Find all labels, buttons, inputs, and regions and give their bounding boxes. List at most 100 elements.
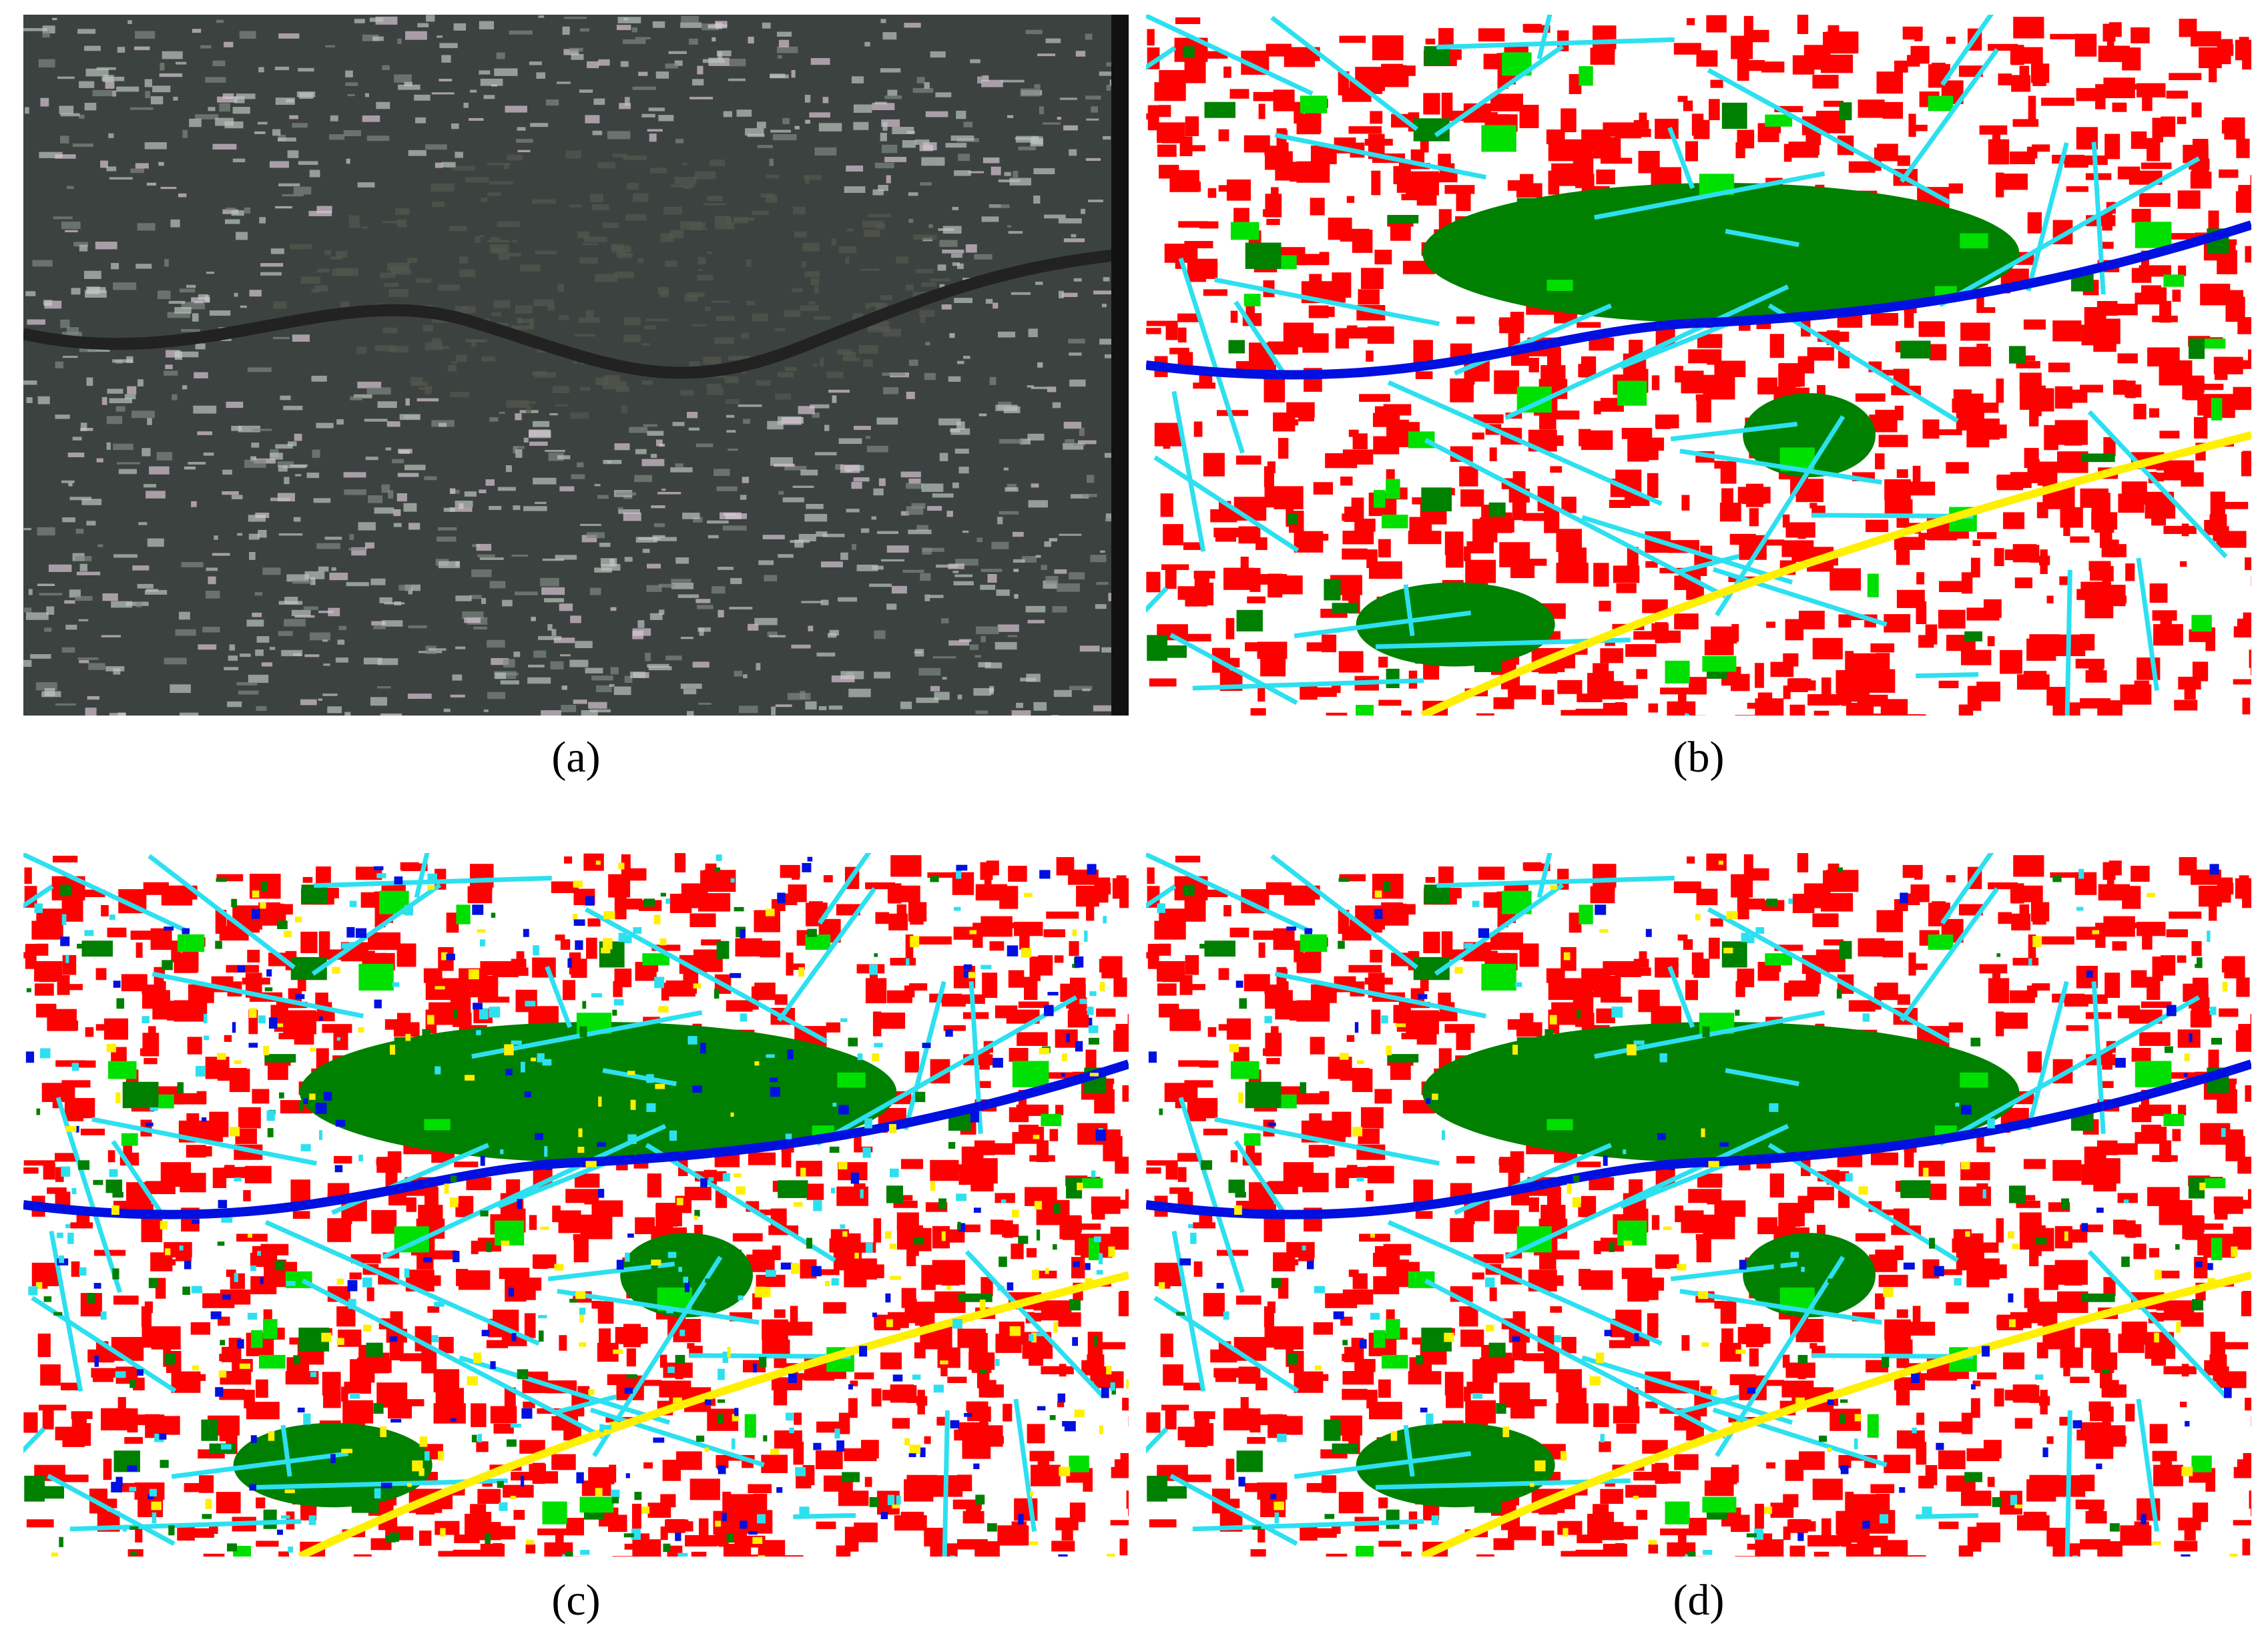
building bbox=[1988, 139, 2010, 165]
texture bbox=[778, 491, 784, 495]
texture bbox=[954, 170, 971, 176]
building bbox=[2235, 1030, 2251, 1052]
texture bbox=[289, 244, 312, 250]
texture bbox=[1016, 702, 1024, 708]
texture bbox=[236, 93, 256, 99]
noise bbox=[1089, 1073, 1099, 1077]
texture bbox=[397, 473, 419, 477]
building bbox=[91, 1368, 117, 1378]
texture bbox=[564, 17, 587, 19]
texture bbox=[417, 23, 429, 27]
texture bbox=[73, 242, 88, 247]
noise bbox=[94, 1355, 99, 1367]
building bbox=[1331, 1526, 1341, 1535]
noise bbox=[524, 1091, 531, 1097]
texture bbox=[1127, 645, 1129, 649]
noise bbox=[286, 1281, 296, 1286]
noise bbox=[785, 1133, 792, 1139]
building bbox=[1996, 378, 2004, 403]
texture bbox=[545, 99, 559, 106]
texture bbox=[592, 130, 603, 135]
building bbox=[2131, 27, 2150, 43]
building bbox=[2012, 958, 2039, 966]
texture bbox=[939, 240, 958, 247]
texture bbox=[66, 327, 79, 335]
noise bbox=[202, 1514, 212, 1519]
texture bbox=[638, 537, 661, 540]
texture bbox=[957, 694, 962, 700]
texture bbox=[970, 59, 980, 63]
texture bbox=[258, 529, 267, 538]
texture bbox=[141, 448, 151, 457]
building bbox=[1009, 1107, 1029, 1123]
building bbox=[1177, 327, 1187, 343]
building bbox=[735, 938, 762, 957]
noise bbox=[67, 1232, 74, 1244]
texture bbox=[698, 268, 703, 271]
texture bbox=[316, 423, 334, 429]
noise bbox=[1126, 1379, 1129, 1389]
building bbox=[580, 1214, 613, 1240]
texture bbox=[138, 522, 148, 525]
building bbox=[980, 1277, 993, 1296]
building bbox=[1605, 639, 1615, 646]
noise bbox=[957, 1221, 961, 1230]
grass bbox=[1281, 255, 1297, 270]
building bbox=[1098, 1342, 1126, 1350]
building bbox=[1401, 1551, 1412, 1557]
texture bbox=[275, 97, 295, 105]
building bbox=[1512, 502, 1526, 521]
building bbox=[1207, 188, 1217, 198]
road bbox=[1504, 284, 1789, 421]
building bbox=[1358, 289, 1380, 305]
building bbox=[1110, 1520, 1129, 1526]
texture bbox=[703, 203, 727, 206]
building bbox=[1438, 28, 1454, 46]
building bbox=[260, 1244, 289, 1256]
texture bbox=[603, 381, 627, 390]
texture bbox=[251, 443, 260, 448]
noise bbox=[250, 1435, 257, 1443]
texture bbox=[647, 563, 661, 569]
building bbox=[1556, 529, 1583, 552]
noise bbox=[440, 1528, 446, 1537]
building bbox=[2063, 525, 2070, 537]
noise bbox=[184, 1260, 192, 1270]
texture bbox=[776, 31, 792, 37]
noise bbox=[1037, 1406, 1046, 1410]
building bbox=[393, 1022, 420, 1037]
texture bbox=[65, 230, 78, 232]
texture bbox=[432, 338, 441, 346]
building bbox=[1882, 101, 1904, 119]
building bbox=[1489, 447, 1497, 461]
texture bbox=[655, 71, 669, 79]
road bbox=[793, 1512, 856, 1519]
noise bbox=[424, 1451, 430, 1461]
texture bbox=[603, 459, 622, 465]
building bbox=[503, 1211, 524, 1221]
texture bbox=[908, 529, 932, 535]
building bbox=[2125, 354, 2136, 360]
texture bbox=[449, 226, 467, 232]
noise bbox=[714, 989, 720, 999]
noise bbox=[892, 1504, 900, 1508]
texture bbox=[581, 535, 597, 543]
texture bbox=[610, 607, 617, 611]
texture bbox=[1069, 149, 1077, 156]
noise bbox=[633, 927, 642, 934]
building bbox=[984, 1143, 1015, 1155]
noise bbox=[264, 987, 273, 992]
building bbox=[2233, 626, 2251, 638]
grass bbox=[81, 940, 113, 957]
building bbox=[930, 1159, 959, 1181]
texture bbox=[79, 244, 88, 252]
texture bbox=[1071, 234, 1077, 238]
texture bbox=[1101, 304, 1107, 308]
building bbox=[1914, 963, 1928, 971]
building bbox=[2141, 1124, 2162, 1143]
noise bbox=[740, 1013, 748, 1022]
building bbox=[278, 1551, 289, 1557]
noise bbox=[252, 890, 260, 898]
texture bbox=[344, 712, 351, 716]
grass bbox=[251, 1330, 263, 1348]
